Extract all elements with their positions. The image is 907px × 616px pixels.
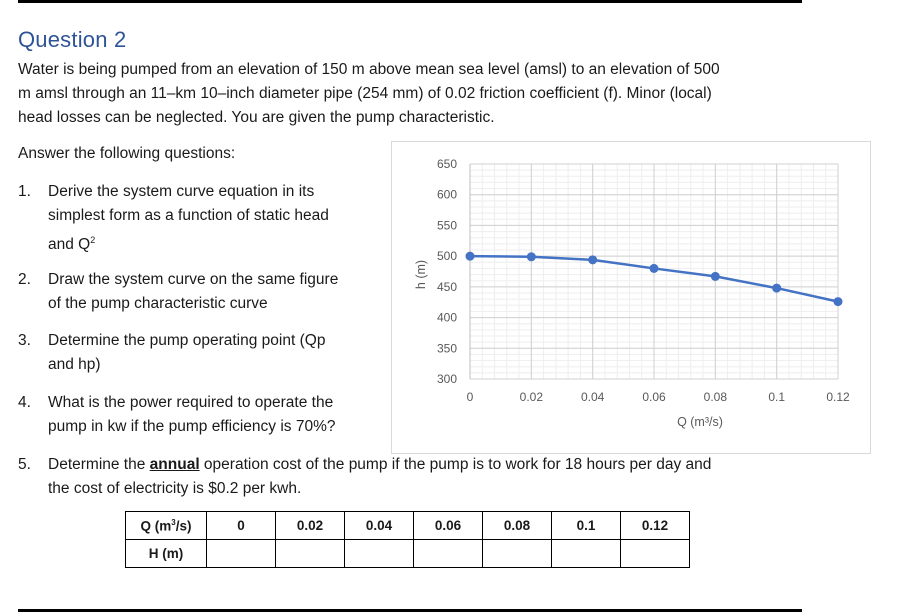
item-line: the cost of electricity is $0.2 per kwh.: [48, 480, 302, 497]
chart-svg: 0 0.02 0.04 0.06 0.08 0.1 0.12 300 350 400 450 500 5…: [414, 157, 850, 429]
table-cell-q: 0.04: [344, 511, 414, 540]
y-tick-label: 450: [437, 280, 457, 294]
x-axis-title: Q (m³/s): [677, 415, 723, 429]
table-cell-q: 0.06: [413, 511, 483, 540]
x-tick-label: 0.06: [642, 390, 666, 404]
x-tick-label: 0.02: [520, 390, 544, 404]
data-point: [588, 255, 598, 265]
item-line: pump in kw if the pump efficiency is 70%…: [48, 418, 336, 435]
y-tick-label: 500: [437, 249, 457, 263]
data-point: [649, 263, 659, 273]
data-point: [772, 283, 782, 293]
table-header-h: H (m): [125, 539, 207, 568]
item-line: Derive the system curve equation in its: [48, 183, 315, 200]
item-line: Draw the system curve on the same figure: [48, 271, 339, 288]
item-text: operation cost of the pump if the pump i…: [199, 456, 712, 473]
question-intro: Water is being pumped from an elevation …: [18, 58, 808, 130]
intro-line: head losses can be neglected. You are gi…: [18, 109, 495, 126]
bottom-rule: [18, 609, 802, 612]
y-tick-label: 550: [437, 218, 457, 232]
table-row-q: Q (m3/s) 0 0.02 0.04 0.06 0.08 0.1 0.12: [125, 511, 690, 540]
table-cell-h[interactable]: [344, 539, 414, 568]
table-cell-q: 0.12: [620, 511, 690, 540]
item-number: 4.: [18, 394, 31, 411]
superscript: 2: [90, 235, 96, 245]
y-tick-label: 350: [437, 341, 457, 355]
top-rule: [18, 0, 802, 3]
y-axis-title: h (m): [414, 260, 428, 289]
x-tick-label: 0.08: [704, 390, 728, 404]
table-cell-q: 0.08: [482, 511, 552, 540]
table-cell-h[interactable]: [275, 539, 345, 568]
item-line: and hp): [48, 356, 101, 373]
table-cell-h[interactable]: [482, 539, 552, 568]
table-cell-h[interactable]: [206, 539, 276, 568]
x-tick-label: 0: [467, 390, 474, 404]
emphasis-annual: annual: [149, 456, 200, 473]
table-cell-h[interactable]: [551, 539, 621, 568]
table-cell-q: 0.02: [275, 511, 345, 540]
data-point: [526, 252, 536, 262]
pump-data-table: Q (m3/s) 0 0.02 0.04 0.06 0.08 0.1 0.12 …: [125, 511, 690, 568]
x-tick-label: 0.1: [768, 390, 785, 404]
item-line: Determine the pump operating point (Qp: [48, 332, 326, 349]
answer-lead: Answer the following questions:: [18, 145, 236, 162]
item-number: 1.: [18, 183, 31, 200]
table-cell-h[interactable]: [620, 539, 690, 568]
x-tick-label: 0.12: [826, 390, 850, 404]
item-line: of the pump characteristic curve: [48, 295, 268, 312]
y-tick-label: 300: [437, 372, 457, 386]
item-line: What is the power required to operate th…: [48, 394, 334, 411]
y-tick-label: 650: [437, 157, 457, 171]
x-tick-label: 0.04: [581, 390, 605, 404]
data-point: [710, 271, 720, 281]
table-row-h: H (m): [125, 539, 690, 568]
item-number: 5.: [18, 456, 31, 473]
table-cell-q: 0.1: [551, 511, 621, 540]
data-point: [465, 251, 475, 261]
table-cell-q: 0: [206, 511, 276, 540]
item-number: 3.: [18, 332, 31, 349]
item-number: 2.: [18, 271, 31, 288]
table-cell-h[interactable]: [413, 539, 483, 568]
table-header-q: Q (m3/s): [125, 511, 207, 540]
intro-line: Water is being pumped from an elevation …: [18, 61, 720, 78]
data-point: [833, 297, 843, 307]
item-text: Determine the: [48, 456, 150, 473]
question-title: Question 2: [18, 27, 127, 52]
pump-characteristic-chart: 0 0.02 0.04 0.06 0.08 0.1 0.12 300 350 400 450 500 5…: [391, 141, 871, 454]
item-line: simplest form as a function of static he…: [48, 207, 329, 224]
y-tick-label: 600: [437, 188, 457, 202]
intro-line: m amsl through an 11–km 10–inch diameter…: [18, 85, 712, 102]
item-line: and Q: [48, 236, 91, 254]
y-tick-label: 400: [437, 311, 457, 325]
